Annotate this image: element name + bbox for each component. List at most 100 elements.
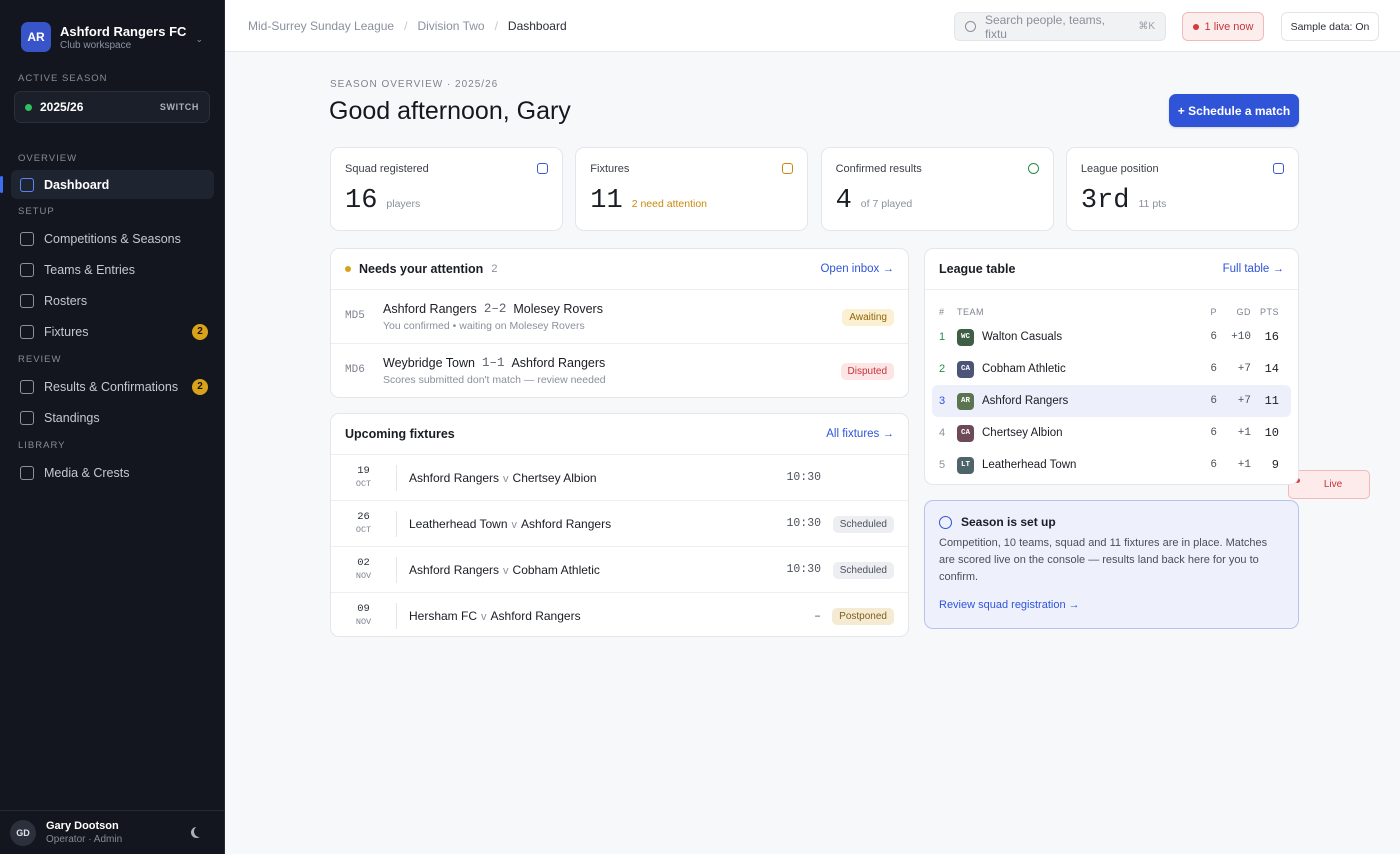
search-icon bbox=[965, 21, 976, 32]
position: 5 bbox=[939, 459, 946, 471]
played: 6 bbox=[1210, 459, 1217, 471]
nav-item[interactable]: Results & Confirmations 2 bbox=[11, 371, 214, 402]
section-label: REVIEW bbox=[18, 354, 62, 365]
stat-value-row: 11 2 need attention bbox=[590, 186, 707, 216]
breadcrumb[interactable]: Mid-Surrey Sunday League bbox=[248, 19, 395, 33]
home-team: Ashford Rangers bbox=[383, 302, 477, 316]
schedule-button[interactable]: + Schedule a match bbox=[1169, 94, 1299, 127]
club-subtitle: Club workspace bbox=[60, 39, 132, 51]
table-row[interactable]: 4 CA Chertsey Albion 6 +1 10 bbox=[932, 417, 1291, 449]
nav-icon bbox=[20, 293, 34, 308]
live-button[interactable]: 1 live now bbox=[1182, 12, 1264, 41]
goal-difference: +7 bbox=[1237, 395, 1251, 407]
stat-label: League position bbox=[1080, 163, 1159, 175]
match-line: Weybridge Town 1–1 Ashford Rangers bbox=[383, 356, 894, 370]
nav-badge: 2 bbox=[192, 378, 208, 395]
section-label: LIBRARY bbox=[18, 440, 66, 451]
versus: v bbox=[511, 518, 518, 531]
table-row[interactable]: 5 LT Leatherhead Town 6 +1 9 bbox=[932, 449, 1291, 481]
nav-item[interactable]: Standings bbox=[11, 402, 214, 433]
fixture-month: OCT bbox=[355, 478, 372, 489]
team-name: Chertsey Albion bbox=[982, 427, 1063, 439]
club-switcher[interactable]: AR Ashford Rangers FC Club workspace ⌄ bbox=[21, 22, 211, 52]
kickoff-time: – bbox=[814, 609, 821, 623]
breadcrumb[interactable]: Division Two bbox=[417, 19, 485, 33]
card-link[interactable]: All fixtures → bbox=[826, 428, 894, 440]
live-dot bbox=[1192, 23, 1199, 30]
stat-icon bbox=[782, 163, 794, 174]
position: 3 bbox=[939, 395, 946, 407]
status-pill: Live bbox=[1288, 470, 1370, 499]
fixture-teams: Leatherhead Town v Ashford Rangers bbox=[397, 517, 611, 531]
column-header: P bbox=[1210, 307, 1217, 317]
played: 6 bbox=[1210, 395, 1217, 407]
fixture-row[interactable]: 19 OCT Ashford Rangers v Chertsey Albion 10:3… bbox=[331, 455, 1370, 501]
nav-item[interactable]: Dashboard bbox=[0, 170, 214, 199]
goal-difference: +10 bbox=[1231, 331, 1251, 343]
club-avatar: AR bbox=[21, 22, 51, 52]
table-row[interactable]: 2 CA Cobham Athletic 6 +7 14 bbox=[932, 353, 1291, 385]
status-pill: Postponed bbox=[832, 608, 894, 625]
fixture-day: 19 bbox=[357, 464, 370, 477]
search-box[interactable]: Search people, teams, fixtu ⌘K bbox=[954, 12, 1166, 41]
season-value: 2025/26 bbox=[40, 100, 84, 114]
stat-note: 2 need attention bbox=[631, 198, 708, 210]
team-crest: LT bbox=[957, 456, 974, 474]
team-crest: AR bbox=[957, 392, 974, 410]
user-role: Operator · Admin bbox=[46, 834, 123, 845]
table-row[interactable]: 1 WC Walton Casuals 6 +10 16 bbox=[932, 321, 1291, 353]
nav-item[interactable]: Media & Crests bbox=[11, 457, 214, 488]
fixture-teams: Ashford Rangers v Cobham Athletic bbox=[397, 563, 600, 577]
fixture-date: 09 NOV bbox=[331, 603, 397, 629]
team-name: Walton Casuals bbox=[982, 331, 1063, 343]
fixtures-card: Upcoming fixtures All fixtures → 19 OCT Ashf… bbox=[330, 413, 1370, 639]
kickoff-time: 10:30 bbox=[786, 471, 821, 484]
nav-icon bbox=[20, 465, 34, 480]
setup-link[interactable]: Review squad registration → bbox=[939, 599, 1080, 611]
nav-label: Dashboard bbox=[44, 177, 110, 192]
fixture-row[interactable]: 02 NOV Ashford Rangers v Cobham Athletic 10:3… bbox=[331, 547, 908, 593]
team-crest: CA bbox=[957, 360, 974, 378]
stat-card: Fixtures 11 2 need attention bbox=[575, 147, 809, 231]
fixture-teams: Hersham FC v Ashford Rangers bbox=[397, 609, 581, 623]
column-header: # bbox=[939, 307, 945, 317]
score: 2–2 bbox=[483, 302, 507, 316]
theme-toggle[interactable] bbox=[194, 826, 205, 837]
breadcrumb-separator: / bbox=[494, 19, 498, 33]
position: 1 bbox=[939, 331, 946, 343]
played: 6 bbox=[1210, 363, 1217, 375]
card-link[interactable]: Full table → bbox=[1222, 263, 1284, 275]
team-name: Ashford Rangers bbox=[982, 395, 1069, 407]
user-text: Gary Dootson Operator · Admin bbox=[46, 820, 122, 845]
nav-item[interactable]: Fixtures 2 bbox=[11, 316, 214, 347]
nav-icon bbox=[20, 177, 34, 192]
nav-item[interactable]: Competitions & Seasons bbox=[11, 223, 214, 254]
user-menu[interactable]: GD Gary Dootson Operator · Admin bbox=[0, 810, 225, 854]
match-line: Ashford Rangers 2–2 Molesey Rovers bbox=[383, 302, 894, 316]
attention-item[interactable]: MD5 Ashford Rangers 2–2 Molesey Rovers You c… bbox=[331, 290, 908, 344]
points: 14 bbox=[1264, 362, 1279, 376]
nav-label: Standings bbox=[44, 410, 100, 425]
fixture-row[interactable]: 09 NOV Hersham FC v Ashford Rangers – Postpone… bbox=[331, 593, 908, 639]
away-team: Molesey Rovers bbox=[513, 302, 603, 316]
stat-value: 11 bbox=[590, 186, 623, 216]
nav-item[interactable]: Teams & Entries bbox=[11, 254, 214, 285]
status-pill: Disputed bbox=[840, 363, 894, 380]
card-link[interactable]: Open inbox → bbox=[820, 263, 894, 275]
table-header: # TEAM P GD PTS bbox=[925, 290, 1298, 321]
fixture-row[interactable]: 26 OCT Leatherhead Town v Ashford Rangers 10:… bbox=[331, 501, 908, 547]
fixture-month: NOV bbox=[355, 570, 372, 581]
nav-item[interactable]: Rosters bbox=[11, 285, 214, 316]
nav-icon bbox=[20, 410, 34, 425]
sample-toggle[interactable]: Sample data: On bbox=[1281, 12, 1379, 41]
season-box[interactable]: 2025/26 SWITCH bbox=[14, 91, 210, 123]
season-switch[interactable]: SWITCH bbox=[159, 102, 199, 112]
kickoff-time: 10:30 bbox=[786, 563, 821, 576]
stat-icon bbox=[1272, 163, 1284, 174]
table-row[interactable]: 3 AR Ashford Rangers 6 +7 11 bbox=[932, 385, 1291, 417]
score: 1–1 bbox=[481, 356, 505, 370]
setup-title: Season is set up bbox=[961, 515, 1056, 529]
attention-item[interactable]: MD6 Weybridge Town 1–1 Ashford Rangers Score… bbox=[331, 344, 908, 398]
home-team: Ashford Rangers bbox=[409, 470, 500, 485]
